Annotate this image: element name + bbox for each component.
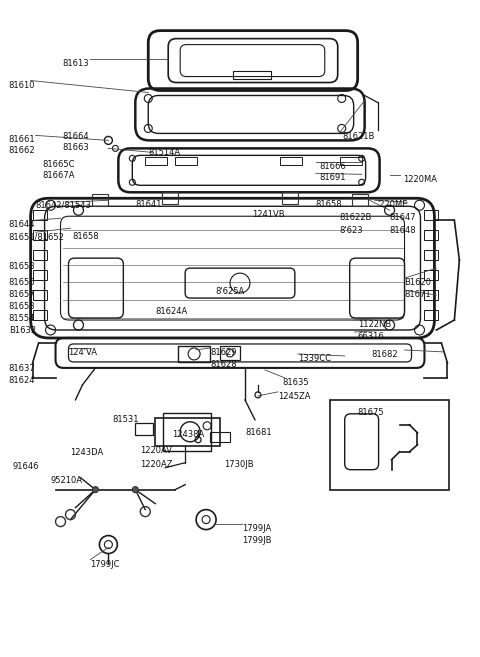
- Bar: [280, 158, 302, 166]
- Text: 1220AV: 1220AV: [140, 445, 172, 455]
- Bar: [424, 290, 438, 300]
- Text: '220ME: '220ME: [378, 200, 408, 210]
- Text: 81653: 81653: [9, 302, 36, 311]
- Bar: [220, 346, 240, 360]
- Text: 1243DA: 1243DA: [71, 448, 104, 457]
- Text: 81667A: 81667A: [43, 171, 75, 180]
- Circle shape: [93, 487, 98, 493]
- Text: 1220MA: 1220MA: [404, 175, 438, 185]
- Bar: [33, 270, 47, 280]
- Bar: [233, 70, 271, 79]
- Text: 91646: 91646: [12, 462, 39, 470]
- Text: 81635: 81635: [282, 378, 309, 387]
- Text: 81682: 81682: [372, 350, 398, 359]
- Text: 81691: 81691: [320, 173, 346, 183]
- Bar: [93, 194, 108, 206]
- Text: 81671: 81671: [405, 290, 431, 299]
- Text: 1799JA: 1799JA: [242, 524, 271, 533]
- Text: 8'625A: 8'625A: [215, 287, 244, 296]
- Text: 81622B: 81622B: [340, 214, 372, 222]
- Bar: [424, 250, 438, 260]
- Bar: [155, 418, 220, 445]
- Text: 1245ZA: 1245ZA: [278, 392, 311, 401]
- Bar: [424, 230, 438, 240]
- Text: 81675: 81675: [358, 408, 384, 417]
- Text: 81658: 81658: [316, 200, 342, 210]
- Text: 1799JB: 1799JB: [242, 535, 272, 545]
- Bar: [162, 193, 178, 204]
- Bar: [33, 290, 47, 300]
- Bar: [352, 194, 368, 206]
- Text: 81531: 81531: [112, 415, 139, 424]
- Bar: [33, 310, 47, 320]
- Text: 81621B: 81621B: [343, 133, 375, 141]
- Text: 81554: 81554: [9, 314, 35, 323]
- Text: 66316: 66316: [358, 332, 384, 341]
- Text: 81610: 81610: [9, 81, 35, 89]
- Text: 8'623: 8'623: [340, 226, 363, 235]
- Bar: [424, 210, 438, 220]
- Bar: [424, 270, 438, 280]
- Text: 1220AZ: 1220AZ: [140, 460, 173, 468]
- Text: 81681: 81681: [245, 428, 272, 437]
- Bar: [33, 210, 47, 220]
- Text: 81648: 81648: [390, 226, 416, 235]
- Text: 81641: 81641: [135, 200, 162, 210]
- Bar: [424, 310, 438, 320]
- Text: 81665C: 81665C: [43, 160, 75, 170]
- Text: 81637: 81637: [9, 364, 36, 373]
- Bar: [175, 158, 197, 166]
- Text: 81514A: 81514A: [148, 148, 180, 158]
- Text: 81661: 81661: [9, 135, 36, 145]
- Text: 81644: 81644: [9, 220, 35, 229]
- Bar: [340, 158, 361, 166]
- Text: 81658: 81658: [72, 232, 99, 241]
- Bar: [135, 423, 153, 435]
- Text: 95210A: 95210A: [50, 476, 83, 485]
- Text: 1339CC: 1339CC: [298, 354, 331, 363]
- Bar: [282, 193, 298, 204]
- Text: 124'VA: 124'VA: [69, 348, 97, 357]
- Text: 81613: 81613: [62, 58, 89, 68]
- Bar: [210, 432, 230, 442]
- Text: 81658: 81658: [9, 262, 36, 271]
- Text: 81657: 81657: [9, 290, 36, 299]
- Text: 81628: 81628: [210, 360, 237, 369]
- Text: 1730JB: 1730JB: [224, 460, 253, 468]
- Text: 1799JC: 1799JC: [90, 560, 120, 568]
- Circle shape: [132, 487, 138, 493]
- Text: 81624A: 81624A: [155, 307, 188, 316]
- Text: 1122NB: 1122NB: [358, 320, 391, 329]
- Text: 81629: 81629: [210, 348, 237, 357]
- Text: B1620: B1620: [405, 278, 432, 287]
- Text: 81651/81652: 81651/81652: [9, 232, 64, 241]
- Text: 81647: 81647: [390, 214, 416, 222]
- Text: 1241VB: 1241VB: [252, 210, 285, 219]
- Text: 81642/81543: 81642/81543: [36, 200, 92, 210]
- Bar: [33, 250, 47, 260]
- Bar: [163, 413, 211, 451]
- Bar: [178, 346, 210, 362]
- Text: 81664: 81664: [62, 133, 89, 141]
- Bar: [330, 400, 449, 489]
- Text: 12438A: 12438A: [172, 430, 204, 439]
- Text: 81662: 81662: [9, 147, 36, 156]
- Text: B1632: B1632: [9, 326, 36, 335]
- Text: 81666: 81666: [320, 162, 347, 171]
- Bar: [145, 158, 167, 166]
- Bar: [33, 230, 47, 240]
- Text: 81656: 81656: [9, 278, 36, 287]
- Text: 81663: 81663: [62, 143, 89, 152]
- Text: 81624: 81624: [9, 376, 35, 385]
